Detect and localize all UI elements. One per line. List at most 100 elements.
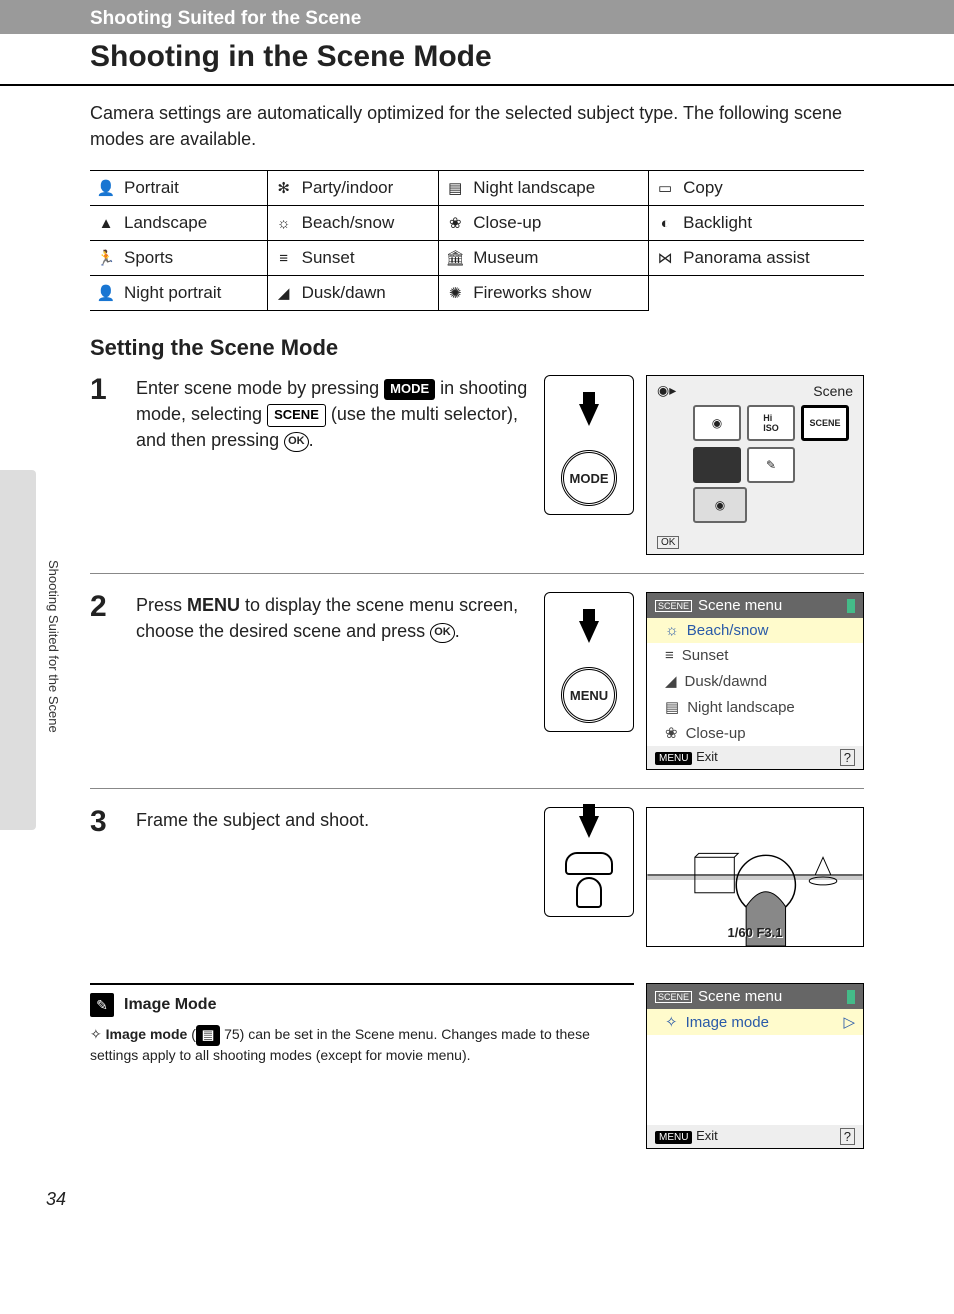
- scene-badge: SCENE: [267, 404, 326, 427]
- scene-cell: ≡Sunset: [267, 241, 439, 276]
- round-button: MENU: [561, 667, 617, 723]
- exposure-info: 1/60 F3.1: [728, 925, 783, 940]
- scene-icon: ❀: [665, 724, 678, 742]
- lcd-row: ▤Night landscape: [647, 694, 863, 720]
- shutter-button-icon: [565, 852, 613, 875]
- help-icon: ?: [840, 749, 855, 766]
- scene-icon: ☼: [665, 622, 679, 639]
- scene-icon: 👤: [96, 179, 116, 197]
- step-text: Press MENU to display the scene menu scr…: [136, 592, 532, 770]
- ok-icon: OK: [657, 536, 679, 549]
- scene-cell: ⋈Panorama assist: [649, 241, 864, 276]
- scene-cell: 🏃Sports: [90, 241, 267, 276]
- scene-cell: ▤Night landscape: [439, 171, 649, 206]
- lcd-tile: [801, 447, 849, 483]
- scene-cell: ✺Fireworks show: [439, 276, 649, 311]
- lcd-row: ✧Image mode▷: [647, 1009, 863, 1035]
- lcd-row: ◢Dusk/dawnd: [647, 668, 863, 694]
- mode-badge: MODE: [384, 379, 435, 400]
- step-text: Enter scene mode by pressing MODE in sho…: [136, 375, 532, 555]
- camera-icon: ◉▸: [657, 382, 676, 399]
- help-icon: ?: [840, 1128, 855, 1145]
- menu-text: MENU: [187, 595, 240, 615]
- scene-cell: 👤Portrait: [90, 171, 267, 206]
- scene-icon: ▤: [665, 698, 679, 716]
- scene-icon: ◐: [655, 215, 675, 232]
- scene-cell: ▲Landscape: [90, 206, 267, 241]
- arrow-down-icon: [579, 404, 599, 426]
- scene-icon: ≡: [274, 250, 294, 267]
- viewfinder-preview: 1/60 F3.1: [646, 807, 864, 947]
- scene-cell: ▭Copy: [649, 171, 864, 206]
- arrow-down-icon: [579, 816, 599, 838]
- scene-icon: ◢: [665, 672, 677, 690]
- lcd-tile: ◉: [693, 487, 747, 523]
- scene-icon: 🏃: [96, 249, 116, 267]
- scene-icon: 🏛: [445, 249, 465, 267]
- note-icon: ✎: [90, 993, 114, 1017]
- menu-badge: MENU: [655, 1131, 692, 1144]
- lcd-scene-menu: SCENEScene menu ☼Beach/snow≡Sunset◢Dusk/…: [646, 592, 864, 770]
- scene-cell: ◐Backlight: [649, 206, 864, 241]
- step-num: 3: [90, 807, 124, 947]
- scene-cell: ◢Dusk/dawn: [267, 276, 439, 311]
- step-num: 1: [90, 375, 124, 555]
- intro-text: Camera settings are automatically optimi…: [90, 100, 864, 152]
- step-text: Frame the subject and shoot.: [136, 807, 532, 947]
- page-title: Shooting in the Scene Mode: [90, 40, 914, 74]
- lcd-row: ❀Close-up: [647, 720, 863, 746]
- scene-icon: ✺: [445, 284, 465, 302]
- lcd-tile: ✎: [747, 447, 795, 483]
- ok-icon: OK: [430, 623, 455, 643]
- lcd-tile: [693, 447, 741, 483]
- scene-icon: ▲: [96, 215, 116, 232]
- side-label: Shooting Suited for the Scene: [46, 560, 61, 733]
- ok-icon: OK: [284, 432, 309, 452]
- mode-button-diagram: MODE: [544, 375, 634, 515]
- page-ref-icon: ▤: [196, 1025, 220, 1045]
- setting-subhead: Setting the Scene Mode: [90, 335, 864, 361]
- scene-mode-table: 👤Portrait✻Party/indoor▤Night landscape▭C…: [90, 170, 864, 311]
- lcd-tile: ◉: [693, 405, 741, 441]
- lcd-tile: HiISO: [747, 405, 795, 441]
- title-wrap: Shooting in the Scene Mode: [0, 34, 954, 86]
- shutter-diagram: [544, 807, 634, 917]
- arrow-down-icon: [579, 621, 599, 643]
- page-number: 34: [0, 1169, 954, 1230]
- lcd-row: ≡Sunset: [647, 643, 863, 668]
- scene-icon: ☼: [274, 215, 294, 232]
- image-mode-icon: ✧: [665, 1013, 678, 1031]
- menu-badge: MENU: [655, 752, 692, 765]
- scene-cell: 🏛Museum: [439, 241, 649, 276]
- scene-icon: ⋈: [655, 249, 675, 267]
- note-body: ✧ Image mode (▤ 75) can be set in the Sc…: [90, 1025, 634, 1065]
- side-tab: [0, 470, 36, 830]
- image-mode-icon: ✧: [90, 1026, 106, 1042]
- scene-cell: ❀Close-up: [439, 206, 649, 241]
- menu-button-diagram: MENU: [544, 592, 634, 732]
- round-button: MODE: [561, 450, 617, 506]
- scene-cell: 👤Night portrait: [90, 276, 267, 311]
- scene-icon: ▤: [445, 179, 465, 197]
- step-1: 1 Enter scene mode by pressing MODE in s…: [90, 375, 864, 574]
- scene-icon: ❀: [445, 214, 465, 232]
- scene-icon: 👤: [96, 284, 116, 302]
- scene-cell: ✻Party/indoor: [267, 171, 439, 206]
- lcd-image-mode: SCENEScene menu ✧Image mode▷ MENU Exit?: [646, 983, 864, 1149]
- step-2: 2 Press MENU to display the scene menu s…: [90, 592, 864, 789]
- scene-icon: ◢: [274, 284, 294, 302]
- lcd-tile: SCENE: [801, 405, 849, 441]
- scene-icon: ▭: [655, 179, 675, 197]
- note-title: Image Mode: [124, 996, 216, 1014]
- scene-icon: ≡: [665, 647, 674, 664]
- image-mode-note: ✎ Image Mode ✧ Image mode (▤ 75) can be …: [90, 983, 864, 1149]
- header-band: Shooting Suited for the Scene: [0, 0, 954, 34]
- finger-icon: [576, 877, 602, 908]
- lcd-scene-select: ◉▸ Scene ◉ HiISO SCENE ✎ ◉ OK: [646, 375, 864, 555]
- step-num: 2: [90, 592, 124, 770]
- scene-icon: ✻: [274, 179, 294, 197]
- step-3: 3 Frame the subject and shoot. 1/60 F3: [90, 807, 864, 965]
- lcd-row: ☼Beach/snow: [647, 618, 863, 643]
- scene-cell: ☼Beach/snow: [267, 206, 439, 241]
- scene-cell: [649, 276, 864, 311]
